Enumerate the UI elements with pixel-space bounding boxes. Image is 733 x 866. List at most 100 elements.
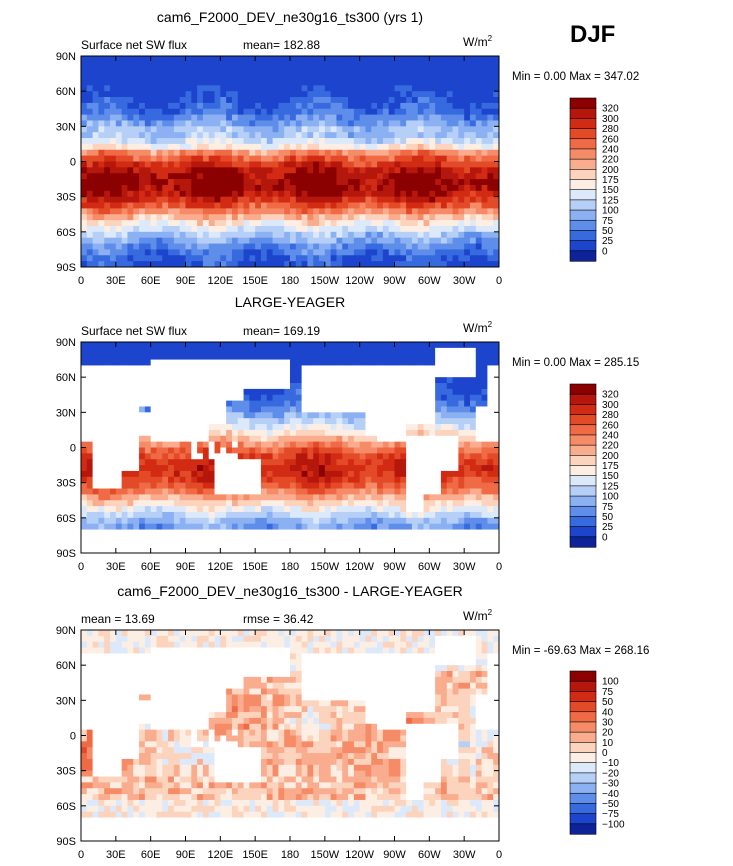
colorbar-swatch [569, 444, 597, 456]
colorbar-level: 50 [602, 226, 614, 237]
lon-tick-label: 120W [345, 561, 374, 573]
lat-tick-label: 60S [56, 513, 76, 525]
colorbar-level: 200 [602, 165, 619, 176]
lat-tick-label: 30N [56, 121, 76, 133]
lat-tick-label: 60S [56, 227, 76, 239]
colorbar-swatch [569, 138, 597, 150]
lon-tick-label: 30E [106, 561, 126, 573]
lat-tick-label: 90S [56, 548, 76, 560]
colorbar-swatch [569, 434, 597, 446]
lon-tick-label: 90E [176, 561, 196, 573]
lon-tick-label: 90W [383, 275, 406, 287]
map-field [81, 342, 499, 553]
lon-tick-label: 0 [78, 275, 84, 287]
colorbar-swatch [569, 762, 597, 774]
colorbar-level: 320 [602, 104, 619, 115]
min-max-label: Min = -69.63 Max = 268.16 [512, 645, 649, 657]
colorbar-level: −75 [602, 809, 619, 820]
colorbar-swatch [569, 505, 597, 518]
colorbar-level: 50 [602, 697, 614, 708]
season-label: DJF [570, 21, 615, 48]
colorbar-swatch [569, 485, 597, 497]
colorbar-swatch [569, 772, 597, 784]
min-max-label: Min = 0.00 Max = 285.15 [512, 357, 639, 369]
colorbar-swatch [569, 680, 597, 692]
colorbar-swatch [569, 97, 597, 109]
lon-tick-label: 150E [242, 849, 268, 861]
lon-tick-label: 90W [383, 849, 406, 861]
lat-tick-label: 30N [56, 407, 76, 419]
colorbar-swatch [569, 169, 597, 181]
lon-tick-label: 150E [242, 561, 268, 573]
min-max-label: Min = 0.00 Max = 347.02 [512, 71, 639, 83]
colorbar-swatch [569, 792, 597, 805]
colorbar-level: 100 [602, 206, 619, 217]
colorbar-swatch [569, 670, 597, 682]
lon-tick-label: 90W [383, 561, 406, 573]
lon-tick-label: 150W [310, 275, 339, 287]
colorbar-level: 320 [602, 390, 619, 401]
lat-tick-label: 90N [56, 51, 76, 63]
units-label: W/m2 [463, 608, 493, 623]
colorbar-level: 220 [602, 155, 619, 166]
units-label: W/m2 [463, 34, 493, 49]
colorbar-swatch [569, 158, 597, 170]
colorbar-level: 175 [602, 175, 619, 186]
colorbar-swatch [569, 393, 597, 405]
lat-tick-label: 30S [56, 766, 76, 778]
lon-tick-label: 150E [242, 275, 268, 287]
colorbar-level: 220 [602, 441, 619, 452]
lat-tick-label: 90N [56, 337, 76, 349]
lon-tick-label: 0 [496, 275, 502, 287]
lon-tick-label: 30E [106, 275, 126, 287]
colorbar-swatch [569, 179, 597, 191]
colorbar-level: 40 [602, 707, 614, 718]
lon-tick-label: 30W [453, 275, 476, 287]
map-field [81, 56, 499, 267]
colorbar-swatch [569, 230, 597, 242]
colorbar-level: 125 [602, 195, 619, 206]
lon-tick-label: 0 [496, 561, 502, 573]
field-name: Surface net SW flux [81, 38, 187, 52]
colorbar-swatch [569, 813, 597, 825]
lat-tick-label: 0 [70, 443, 76, 455]
panel-title: LARGE-YEAGER [235, 294, 345, 310]
lat-tick-label: 90S [56, 262, 76, 274]
mean-label: mean= 182.88 [243, 38, 320, 52]
colorbar-swatch [569, 691, 597, 703]
colorbar-swatch [569, 701, 597, 713]
colorbar-level: 75 [602, 687, 614, 698]
colorbar-level: 300 [602, 400, 619, 411]
colorbar-swatch [569, 782, 597, 794]
colorbar-swatch [569, 495, 597, 507]
lon-tick-label: 0 [496, 849, 502, 861]
colorbar-swatch [569, 250, 597, 262]
lon-tick-label: 60W [418, 849, 441, 861]
units-label: W/m2 [463, 320, 493, 335]
lon-tick-label: 30W [453, 561, 476, 573]
colorbar-level: 280 [602, 124, 619, 135]
colorbar-level: −40 [602, 789, 619, 800]
lat-tick-label: 60N [56, 660, 76, 672]
mean-label: mean = 13.69 [81, 612, 155, 626]
colorbar-level: 10 [602, 738, 614, 749]
colorbar-swatch [569, 128, 597, 140]
colorbar-swatch [569, 526, 597, 538]
panel-1: cam6_F2000_DEV_ne30g16_ts300 (yrs 1) Surf… [56, 9, 639, 287]
lon-tick-label: 120E [207, 275, 233, 287]
colorbar-swatch [569, 465, 597, 477]
lat-tick-label: 30N [56, 695, 76, 707]
colorbar-swatch [569, 721, 597, 733]
colorbar-level: 175 [602, 461, 619, 472]
lon-tick-label: 0 [78, 849, 84, 861]
colorbar-swatch [569, 823, 597, 835]
colorbar-swatch [569, 148, 597, 160]
lat-tick-label: 0 [70, 731, 76, 743]
colorbar-swatch [569, 414, 597, 426]
colorbar-level: 100 [602, 677, 619, 688]
colorbar-level: −30 [602, 779, 619, 790]
colorbar-level: 50 [602, 512, 614, 523]
colorbar-swatch [569, 404, 597, 416]
colorbar-swatch [569, 711, 597, 723]
colorbar-level: 25 [602, 522, 614, 533]
